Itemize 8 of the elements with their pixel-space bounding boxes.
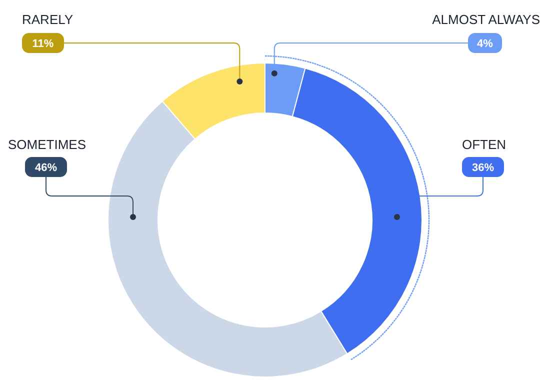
slice-label: ALMOST ALWAYS bbox=[432, 12, 540, 27]
slice-label: SOMETIMES bbox=[8, 137, 86, 152]
data-label: 36% bbox=[472, 162, 494, 174]
data-label: 11% bbox=[32, 38, 54, 50]
data-label: 46% bbox=[34, 162, 58, 174]
slice-label: OFTEN bbox=[462, 137, 506, 152]
slice-label: RARELY bbox=[22, 12, 74, 27]
data-label: 4% bbox=[477, 38, 494, 50]
